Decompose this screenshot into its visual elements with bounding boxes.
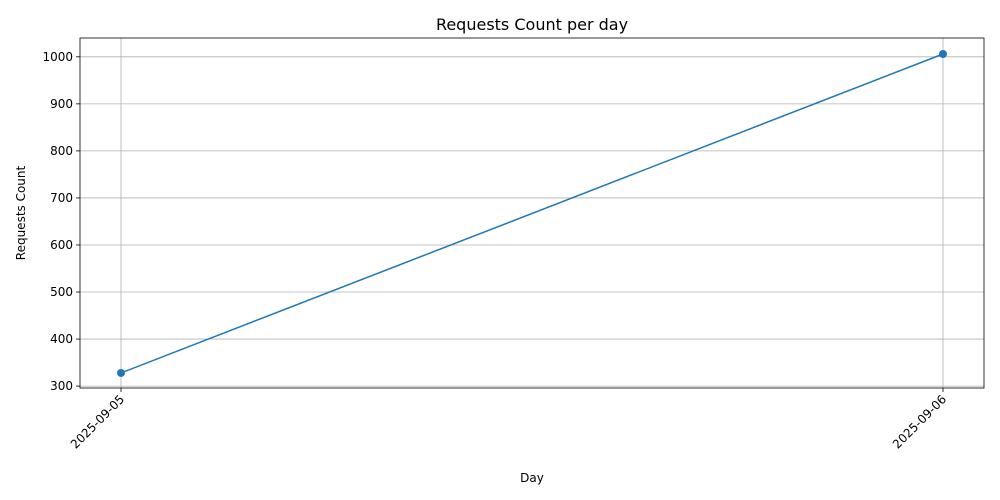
y-tick-label: 800 bbox=[50, 144, 73, 158]
y-tick-label: 700 bbox=[50, 191, 73, 205]
y-tick-label: 900 bbox=[50, 97, 73, 111]
y-tick-label: 500 bbox=[50, 285, 73, 299]
y-tick-label: 400 bbox=[50, 332, 73, 346]
series bbox=[117, 49, 947, 377]
data-point bbox=[939, 49, 947, 58]
y-tick-label: 300 bbox=[50, 379, 73, 393]
y-axis: 300 400 500 600 700 800 900 1000 bbox=[42, 50, 80, 393]
data-point bbox=[117, 368, 125, 377]
y-tick-label: 1000 bbox=[42, 50, 73, 64]
x-axis-label: Day bbox=[520, 471, 544, 485]
y-axis-label: Requests Count bbox=[14, 165, 28, 260]
grid bbox=[80, 38, 984, 388]
chart-title: Requests Count per day bbox=[436, 15, 628, 34]
series-line bbox=[120, 53, 944, 374]
plot-frame bbox=[79, 37, 985, 389]
y-tick-label: 600 bbox=[50, 238, 73, 252]
